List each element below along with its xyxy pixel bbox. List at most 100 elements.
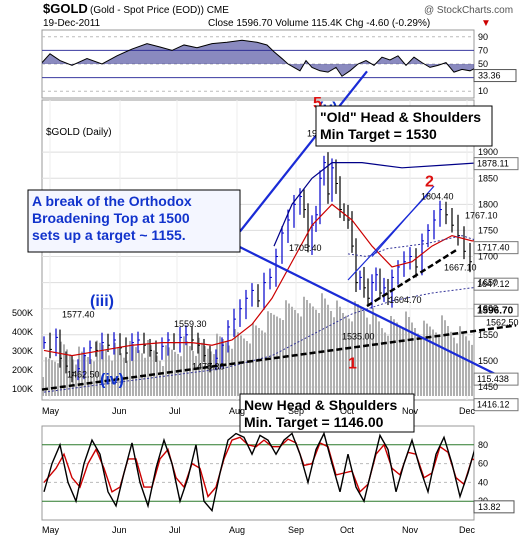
breakout-annotation-frame [27,189,241,253]
volume-bar [186,341,188,396]
volume-bar [48,358,50,396]
price-label: 1559.30 [174,319,207,329]
volume-bar [270,313,272,396]
stoch-tick-label: 60 [478,459,488,469]
right-value-box [473,241,519,255]
volume-bar [435,332,437,396]
rsi-fill [42,40,474,77]
breakout-annotation-line: sets up a target ~ 1155. [32,227,186,243]
price-tick-label: 1650 [478,278,498,288]
volume-bar [408,317,410,396]
volume-bar [84,354,86,396]
new-head-shoulders-annotation-line: New Head & Shoulders [244,397,397,413]
volume-bar [411,322,413,396]
volume-bar [456,343,458,396]
wave-label: 5 [313,95,322,112]
new-head-shoulders-annotation-frame [239,393,415,433]
volume-bar [228,345,230,396]
volume-bar [291,306,293,396]
watermark: @ StockCharts.com [424,5,513,16]
down-marker-icon: ▼ [481,18,491,29]
volume-bar [312,306,314,396]
chart-title: $GOLD [43,1,88,16]
volume-bar [381,328,383,396]
rsi-tick-label: 70 [478,45,488,55]
volume-bar [174,351,176,396]
volume-bar [138,350,140,396]
old-head-shoulders-annotation-line: Min Target = 1530 [320,126,437,142]
volume-bar [150,345,152,396]
month-label-top: Oct [340,406,355,416]
right-value-label: 1596.70 [477,305,514,316]
volume-bar [387,335,389,396]
volume-bar [54,361,56,396]
rsi-line [42,39,474,77]
month-label-bottom: Jul [169,525,181,535]
volume-bar [105,350,107,396]
volume-bar [219,336,221,396]
price-label: 1705.40 [289,243,322,253]
rsi-last-value-box [473,69,517,83]
volume-tick-label: 400K [12,327,33,337]
volume-bar [405,311,407,396]
volume-bar [96,340,98,396]
volume-bar [468,340,470,396]
volume-bar [369,324,371,396]
price-tick-label: 1600 [478,304,498,314]
month-label-top: May [42,406,60,416]
volume-bar [336,300,338,396]
price-tick-label: 1450 [478,382,498,392]
volume-bar [279,318,281,396]
volume-bar [402,329,404,396]
volume-bar [453,337,455,396]
volume-bar [51,360,53,396]
volume-bar [360,306,362,396]
volume-tick-label: 500K [12,308,33,318]
volume-bar [426,323,428,396]
stochastic-k-line [43,431,474,513]
price-label: 1462.50 [67,370,100,380]
month-label-top: Nov [402,406,419,416]
volume-bar [432,329,434,396]
volume-bar [375,314,377,396]
volume-bar [252,323,254,396]
volume-bar [102,345,104,396]
volume-bar [357,304,359,396]
month-label-bottom: Jun [112,525,127,535]
volume-tick-label: 100K [12,384,33,394]
wave-label: 1 [348,356,357,373]
rsi-tick-label: 50 [478,59,488,69]
volume-bar [129,340,131,396]
month-label-bottom: May [42,525,60,535]
volume-bar [462,332,464,396]
volume-bar [135,347,137,396]
month-label-top: Jul [169,406,181,416]
stoch-last-value: 13.82 [478,502,501,512]
volume-bar [78,346,80,396]
right-value-box [473,398,519,412]
volume-bar [120,353,122,396]
volume-bar [147,340,149,396]
volume-bar [378,321,380,396]
wave-label: (iv) [100,371,124,388]
price-label: 1804.40 [421,191,454,201]
volume-bar [108,355,110,396]
volume-bar [372,308,374,396]
volume-bar [156,355,158,396]
volume-tick-label: 200K [12,365,33,375]
volume-tick-label: 300K [12,346,33,356]
volume-bar [303,296,305,396]
lower-band-line [347,235,474,258]
volume-bar [264,332,266,396]
right-value-label: 1878.11 [477,159,509,169]
broadening-top-upper-line [239,70,368,233]
stoch-last-value-box [473,500,515,514]
volume-bar [324,298,326,396]
volume-bar [306,300,308,396]
stoch-tick-label: 40 [478,477,488,487]
right-value-label: 115.438 [477,374,509,384]
volume-bar [294,310,296,396]
volume-bar [87,357,89,396]
